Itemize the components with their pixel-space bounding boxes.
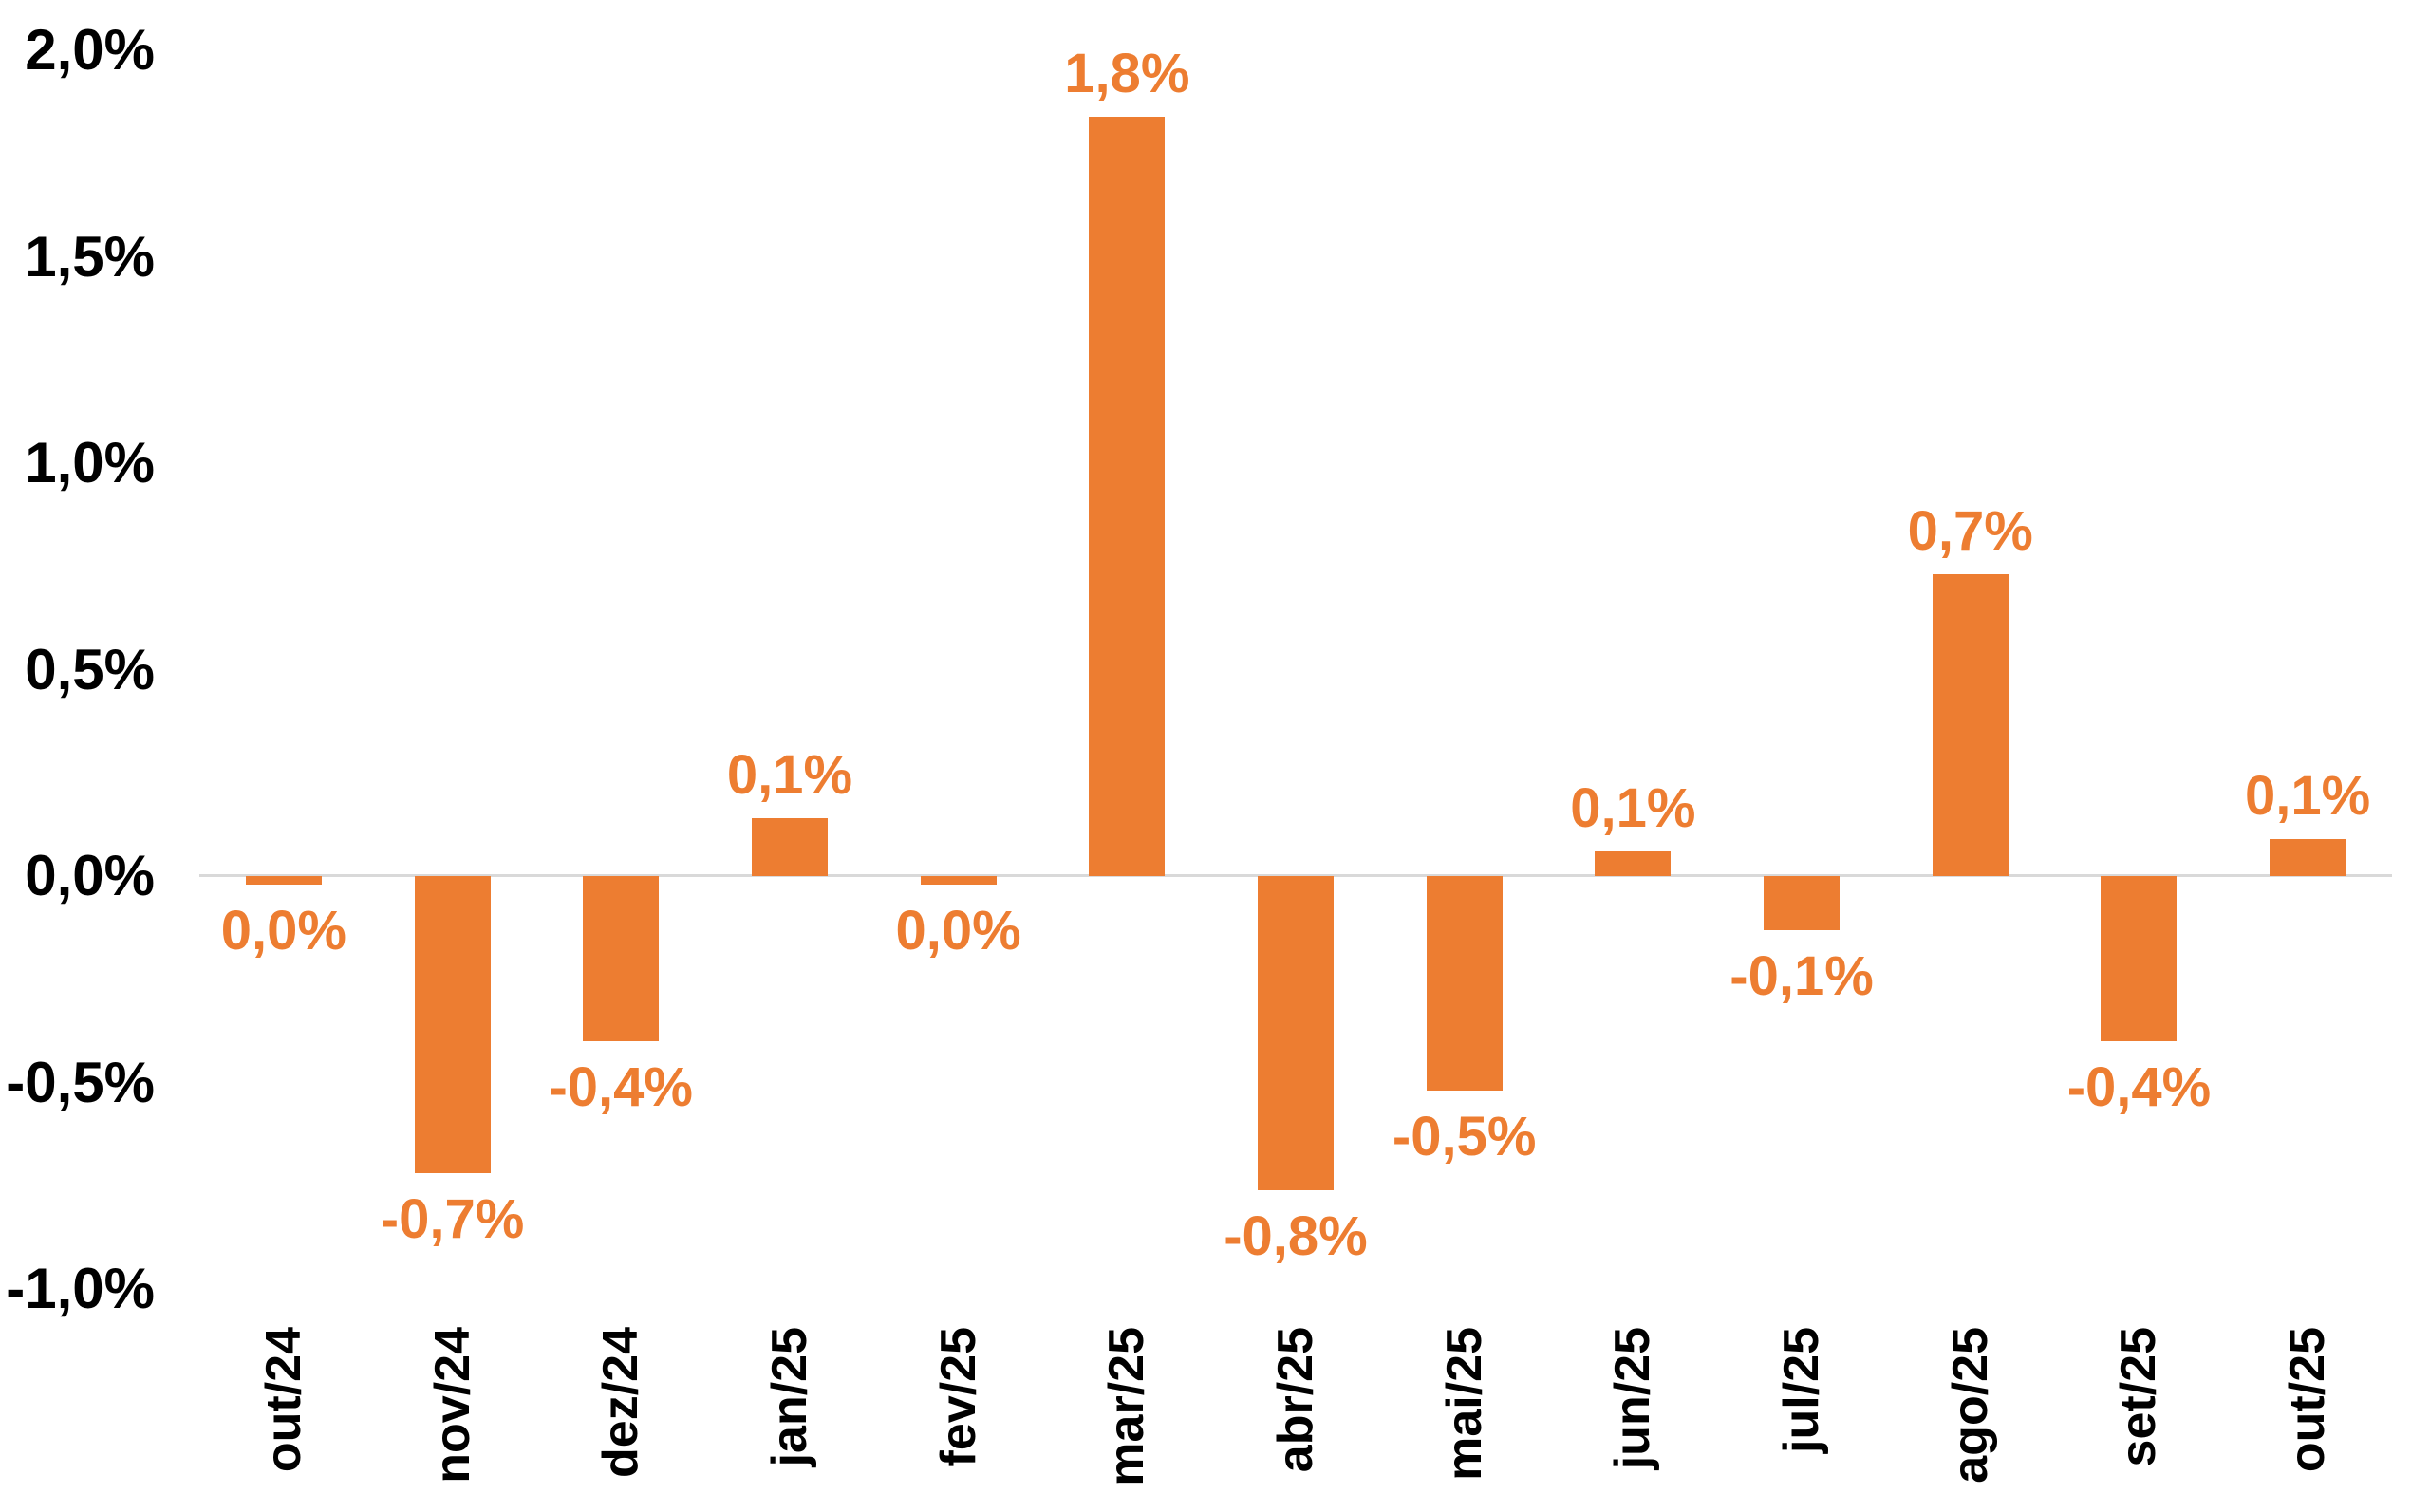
bar-value-label: -0,8% bbox=[1224, 1204, 1368, 1267]
bar-value-label: 0,0% bbox=[895, 899, 1021, 961]
y-axis-tick-label: 2,0% bbox=[25, 18, 155, 82]
bar-value-label: 0,7% bbox=[1907, 500, 2033, 563]
x-axis-tick-label-jan/25: jan/25 bbox=[761, 1327, 817, 1467]
x-axis-tick-label-nov/24: nov/24 bbox=[424, 1327, 480, 1484]
bar-mar/25 bbox=[1089, 116, 1166, 876]
x-axis-tick-label-out/25: out/25 bbox=[2280, 1327, 2336, 1473]
bar-out/24 bbox=[245, 876, 322, 885]
x-axis-tick-label-abr/25: abr/25 bbox=[1268, 1327, 1323, 1473]
x-axis-tick-label-out/24: out/24 bbox=[255, 1327, 311, 1473]
x-axis-tick-label-fev/25: fev/25 bbox=[930, 1327, 986, 1467]
bar-value-label: -0,4% bbox=[2066, 1056, 2212, 1118]
y-axis-tick-label: -1,0% bbox=[6, 1257, 155, 1320]
x-axis-tick-label-mar/25: mar/25 bbox=[1099, 1327, 1155, 1486]
y-axis-tick-label: -0,5% bbox=[6, 1050, 155, 1114]
bar-mai/25 bbox=[1426, 876, 1503, 1092]
bar-value-label: -0,1% bbox=[1729, 944, 1874, 1007]
zero-axis-line bbox=[199, 874, 2392, 877]
x-axis-tick-label-dez/24: dez/24 bbox=[593, 1327, 649, 1478]
bar-value-label: 0,1% bbox=[1570, 776, 1696, 839]
bar-nov/24 bbox=[414, 876, 491, 1174]
bar-value-label: -0,7% bbox=[380, 1188, 525, 1251]
x-axis-tick-label-jul/25: jul/25 bbox=[1774, 1327, 1830, 1453]
bar-value-label: 0,0% bbox=[220, 899, 346, 961]
bar-set/25 bbox=[2101, 876, 2178, 1041]
bar-out/25 bbox=[2270, 838, 2346, 876]
bar-fev/25 bbox=[920, 876, 997, 885]
y-axis-tick-label: 1,0% bbox=[25, 431, 155, 495]
x-axis-tick-label-set/25: set/25 bbox=[2111, 1327, 2167, 1467]
x-axis-tick-label-mai/25: mai/25 bbox=[1436, 1327, 1492, 1481]
bar-value-label: 1,8% bbox=[1064, 42, 1190, 104]
bar-ago/25 bbox=[1932, 574, 2009, 876]
bar-value-label: 0,1% bbox=[726, 744, 853, 807]
bar-value-label: 0,1% bbox=[2245, 764, 2371, 827]
bar-jul/25 bbox=[1764, 876, 1841, 930]
x-axis-tick-label-jun/25: jun/25 bbox=[1605, 1327, 1661, 1470]
y-axis-tick-label: 1,5% bbox=[25, 224, 155, 289]
x-axis-tick-label-ago/25: ago/25 bbox=[1942, 1327, 1998, 1484]
bar-jun/25 bbox=[1595, 850, 1672, 876]
bar-value-label: -0,4% bbox=[549, 1056, 693, 1118]
bar-dez/24 bbox=[583, 876, 660, 1041]
y-axis-tick-label: 0,0% bbox=[25, 844, 155, 907]
y-axis-tick-label: 0,5% bbox=[25, 637, 155, 701]
bar-value-label: -0,5% bbox=[1392, 1106, 1537, 1168]
bar-jan/25 bbox=[751, 818, 828, 876]
bar-abr/25 bbox=[1258, 876, 1334, 1190]
